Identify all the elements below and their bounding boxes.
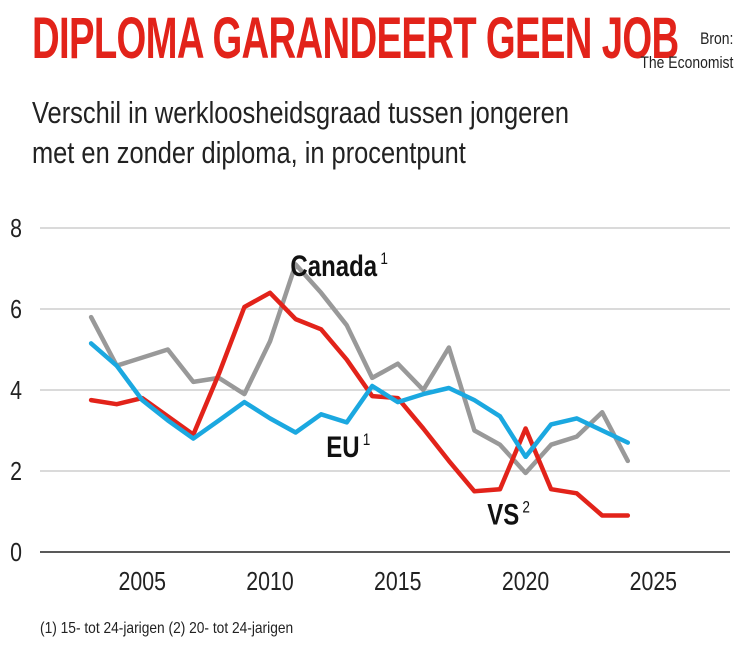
x-tick-label: 2005 bbox=[119, 567, 166, 597]
gridlines bbox=[40, 227, 730, 553]
series-line-eu bbox=[88, 341, 631, 460]
series-label-superscript: 1 bbox=[363, 430, 371, 449]
chart-subtitle: Verschil in werkloosheidsgraad tussen jo… bbox=[32, 93, 569, 173]
subtitle-line-1: Verschil in werkloosheidsgraad tussen jo… bbox=[32, 95, 569, 130]
footnote: (1) 15- tot 24-jarigen (2) 20- tot 24-ja… bbox=[40, 620, 294, 637]
x-tick-label: 2020 bbox=[502, 567, 549, 597]
y-tick-label: 6 bbox=[10, 295, 22, 325]
y-tick-label: 8 bbox=[10, 214, 22, 244]
series-lines bbox=[88, 262, 631, 518]
source-name: The Economist bbox=[640, 53, 733, 72]
x-tick-label: 2015 bbox=[374, 567, 421, 597]
y-tick-label: 0 bbox=[10, 538, 22, 568]
source-note: Bron: The Economist bbox=[620, 27, 733, 75]
series-line-vs bbox=[88, 290, 631, 518]
x-tick-label: 2010 bbox=[246, 567, 293, 597]
series-label-superscript: 1 bbox=[380, 249, 388, 268]
series-label-canada: Canada 1 bbox=[290, 248, 387, 282]
subtitle-line-2: met en zonder diploma, in procentpunt bbox=[32, 135, 466, 170]
series-line-canada bbox=[88, 262, 631, 476]
x-tick-label: 2025 bbox=[630, 567, 677, 597]
series-label-eu: EU 1 bbox=[326, 429, 370, 463]
series-labels: Canada 1 EU 1 VS 2 bbox=[290, 248, 530, 531]
series-label-vs: VS 2 bbox=[487, 497, 530, 531]
y-tick-label: 2 bbox=[10, 457, 22, 487]
series-label-superscript: 2 bbox=[522, 498, 530, 517]
x-axis-tick-labels: 2005 2010 2015 2020 2025 bbox=[119, 567, 678, 597]
y-tick-label: 4 bbox=[10, 376, 22, 406]
y-axis-tick-labels: 0 2 4 6 8 bbox=[10, 214, 22, 568]
chart-title: DIPLOMA GARANDEERT GEEN JOB bbox=[32, 6, 679, 71]
source-label: Bron: bbox=[699, 29, 733, 48]
